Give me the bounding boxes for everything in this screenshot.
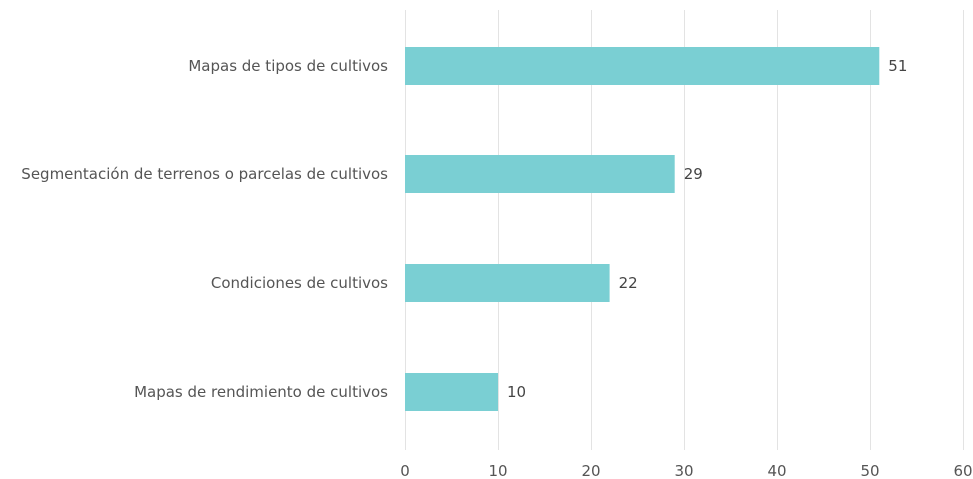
- data-label: 10: [507, 383, 526, 401]
- x-tick-label: 60: [953, 462, 972, 479]
- category-label: Mapas de rendimiento de cultivos: [134, 383, 388, 401]
- bar-4: [405, 373, 498, 411]
- x-tick-label: 50: [860, 462, 879, 479]
- x-tick-label: 20: [581, 462, 600, 479]
- bars: [405, 47, 880, 411]
- data-labels: 51 29 22 10: [507, 57, 907, 401]
- x-tick-label: 40: [767, 462, 786, 479]
- data-label: 29: [684, 165, 703, 183]
- bar-3: [405, 264, 610, 302]
- category-label: Mapas de tipos de cultivos: [188, 57, 388, 75]
- category-labels: Mapas de tipos de cultivos Segmentación d…: [21, 57, 388, 401]
- bar-2: [405, 155, 675, 193]
- category-label: Segmentación de terrenos o parcelas de c…: [21, 165, 388, 183]
- data-label: 51: [888, 57, 907, 75]
- x-tick-label: 30: [674, 462, 693, 479]
- data-label: 22: [619, 274, 638, 292]
- x-tick-label: 10: [488, 462, 507, 479]
- x-tick-label: 0: [400, 462, 410, 479]
- x-axis-tick-labels: 0 10 20 30 40 50 60: [400, 462, 972, 479]
- bar-1: [405, 47, 880, 85]
- category-label: Condiciones de cultivos: [211, 274, 388, 292]
